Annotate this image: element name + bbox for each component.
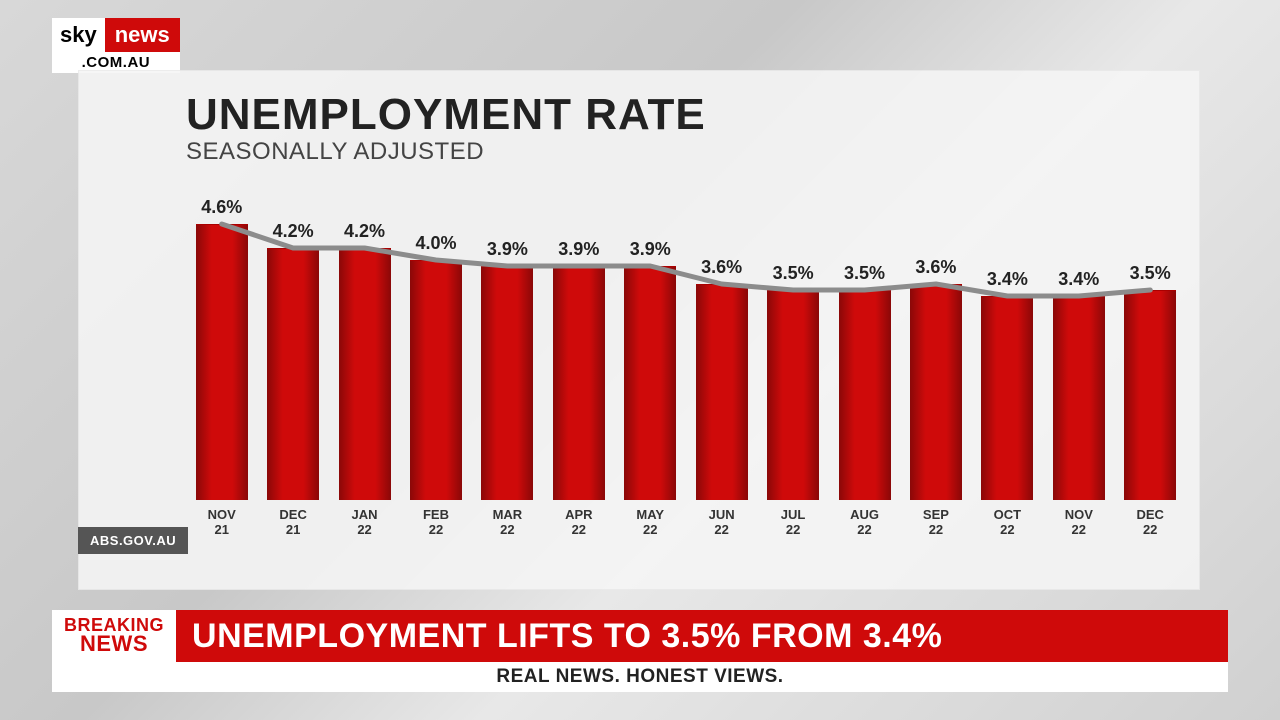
network-logo: sky news .COM.AU	[52, 18, 180, 73]
bar-slot: 3.9%	[543, 200, 614, 500]
bar-slot: 3.5%	[829, 200, 900, 500]
bar-value-label: 3.6%	[701, 257, 742, 278]
source-badge: ABS.GOV.AU	[78, 527, 188, 554]
bar-value-label: 4.2%	[273, 221, 314, 242]
bar-slot: 3.4%	[1043, 200, 1114, 500]
bar-slot: 3.5%	[757, 200, 828, 500]
bar	[696, 284, 748, 500]
x-axis-label: NOV21	[186, 504, 257, 540]
x-axis-label: NOV22	[1043, 504, 1114, 540]
bar-slot: 3.9%	[615, 200, 686, 500]
chart-title: UNEMPLOYMENT RATE	[186, 90, 706, 140]
bar	[624, 266, 676, 500]
breaking-news-badge: BREAKING NEWS	[52, 610, 176, 662]
bar-value-label: 4.0%	[415, 233, 456, 254]
bar-value-label: 3.5%	[773, 263, 814, 284]
bar	[196, 224, 248, 500]
bar-chart: 4.6% 4.2% 4.2% 4.0% 3.9% 3.9% 3.9% 3.6% 3.5% 3.5%…	[186, 200, 1186, 540]
lower-third: BREAKING NEWS UNEMPLOYMENT LIFTS TO 3.5%…	[52, 610, 1228, 692]
bar	[1124, 290, 1176, 500]
bar-slot: 4.6%	[186, 200, 257, 500]
bar	[267, 248, 319, 500]
x-axis-label: OCT22	[972, 504, 1043, 540]
x-axis-label: AUG22	[829, 504, 900, 540]
x-axis-label: JUN22	[686, 504, 757, 540]
headline-ticker: UNEMPLOYMENT LIFTS TO 3.5% FROM 3.4%	[176, 610, 1228, 662]
bar	[410, 260, 462, 500]
bar	[981, 296, 1033, 500]
x-axis-label: JAN22	[329, 504, 400, 540]
bar-slot: 4.0%	[400, 200, 471, 500]
x-axis-label: JUL22	[757, 504, 828, 540]
x-axis-label: SEP22	[900, 504, 971, 540]
chart-panel: UNEMPLOYMENT RATE SEASONALLY ADJUSTED AB…	[78, 70, 1200, 590]
bar-slot: 3.6%	[686, 200, 757, 500]
bar-value-label: 4.2%	[344, 221, 385, 242]
x-axis-label: MAR22	[472, 504, 543, 540]
bar-value-label: 3.5%	[1130, 263, 1171, 284]
bar-value-label: 3.9%	[558, 239, 599, 260]
x-axis-label: DEC22	[1114, 504, 1185, 540]
tagline: REAL NEWS. HONEST VIEWS.	[52, 662, 1228, 692]
x-axis-label: FEB22	[400, 504, 471, 540]
bar-slot: 3.6%	[900, 200, 971, 500]
x-axis-label: DEC21	[257, 504, 328, 540]
bar	[553, 266, 605, 500]
bar-value-label: 3.6%	[915, 257, 956, 278]
bar-slot: 4.2%	[257, 200, 328, 500]
bar-value-label: 3.5%	[844, 263, 885, 284]
bar-value-label: 3.9%	[487, 239, 528, 260]
bar-slot: 3.9%	[472, 200, 543, 500]
bar-slot: 3.5%	[1114, 200, 1185, 500]
x-axis-label: MAY22	[615, 504, 686, 540]
bar	[767, 290, 819, 500]
bar-value-label: 4.6%	[201, 197, 242, 218]
x-axis-label: APR22	[543, 504, 614, 540]
logo-sky: sky	[52, 18, 105, 52]
bar-value-label: 3.4%	[1058, 269, 1099, 290]
bar-slot: 4.2%	[329, 200, 400, 500]
breaking-line2: NEWS	[80, 634, 148, 655]
bar-value-label: 3.9%	[630, 239, 671, 260]
bar	[481, 266, 533, 500]
bar	[1053, 296, 1105, 500]
bar	[339, 248, 391, 500]
bar-slot: 3.4%	[972, 200, 1043, 500]
bar	[910, 284, 962, 500]
logo-news: news	[105, 18, 180, 52]
chart-subtitle: SEASONALLY ADJUSTED	[186, 138, 484, 166]
bar-value-label: 3.4%	[987, 269, 1028, 290]
bar	[839, 290, 891, 500]
